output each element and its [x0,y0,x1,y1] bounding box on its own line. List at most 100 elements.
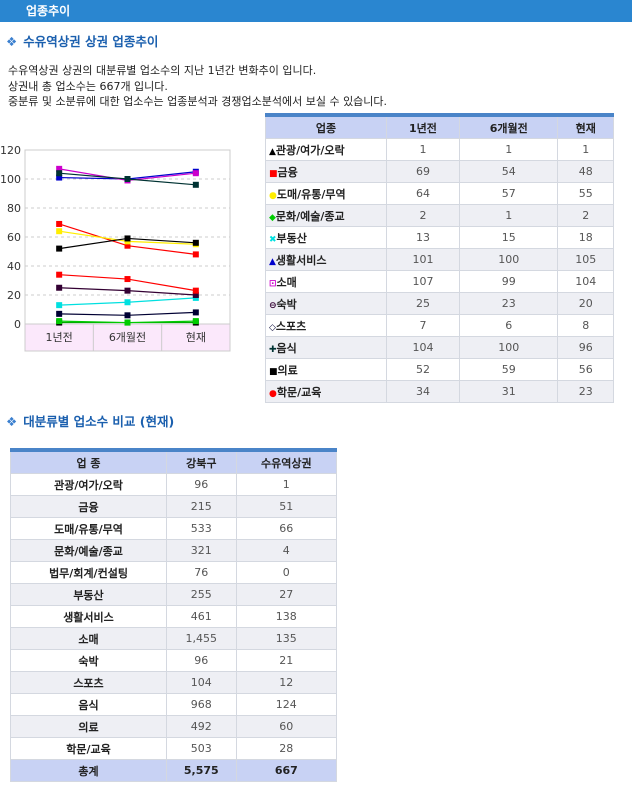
legend-marker-icon: ⊖ [269,300,277,311]
table-row: 도매/유통/무역 533 66 [10,517,338,540]
legend-marker-icon: ● [269,388,277,399]
desc-line: 수유역상권 상권의 대분류별 업소수의 지난 1년간 변화추이 입니다. [8,64,317,77]
category-cell: ✚음식 [265,336,387,359]
desc-line: 상권내 총 업소수는 667개 입니다. [8,79,168,93]
table-row: ⊡소매 107 99 104 [265,270,614,293]
value-cell: 6 [458,314,559,337]
data-point [124,287,131,294]
value-cell: 52 [386,358,460,381]
compare-table: 업 종 강북구 수유역상권 관광/여가/오락 96 1 금융 215 51 도매/유통/무역 533… [10,448,338,782]
legend-marker-icon: ✖ [269,234,277,245]
category-cell: 생활서비스 [10,605,167,628]
x-axis-band [24,323,231,352]
table-row: 문화/예술/종교 321 4 [10,539,338,562]
value-cell: 104 [166,671,237,694]
value-cell: 96 [166,473,237,496]
table-row: 금융 215 51 [10,495,338,518]
value-cell: 7 [386,314,460,337]
data-point [192,170,199,177]
value-cell: 57 [458,182,559,205]
value-cell: 321 [166,539,237,562]
data-point [192,318,199,325]
total-cell: 667 [235,759,338,782]
data-point [56,165,63,172]
legend-marker-icon: ■ [269,366,278,377]
category-cell: 금융 [10,495,167,518]
value-cell: 54 [458,160,559,183]
value-cell: 107 [386,270,460,293]
value-cell: 51 [235,495,338,518]
category-cell: 문화/예술/종교 [10,539,167,562]
value-cell: 255 [166,583,237,606]
value-cell: 138 [235,605,338,628]
y-tick-label: 0 [14,318,21,331]
value-cell: 60 [235,715,338,738]
table-row: 법무/회계/컨설팅 76 0 [10,561,338,584]
value-cell: 1 [458,204,559,227]
category-cell: 부동산 [10,583,167,606]
table-row: ■금융 69 54 48 [265,160,614,183]
table-row: 부동산 255 27 [10,583,338,606]
value-cell: 96 [166,649,237,672]
table-row: 관광/여가/오락 96 1 [10,473,338,496]
value-cell: 59 [458,358,559,381]
y-tick-label: 60 [7,231,21,244]
data-point [124,242,131,249]
value-cell: 104 [557,270,614,293]
category-cell: 도매/유통/무역 [10,517,167,540]
value-cell: 25 [386,292,460,315]
value-cell: 101 [386,248,460,271]
value-cell: 1 [458,138,559,161]
data-point [192,309,199,316]
section-title-compare: ❖ 대분류별 업소수 비교 (현재) [6,414,175,429]
value-cell: 12 [235,671,338,694]
value-cell: 533 [166,517,237,540]
value-cell: 69 [386,160,460,183]
value-cell: 100 [458,248,559,271]
diamond-icon: ❖ [6,414,18,429]
category-cell: 스포츠 [10,671,167,694]
data-point [192,251,199,258]
x-tick-label: 6개월전 [109,331,146,344]
value-cell: 215 [166,495,237,518]
data-point [124,299,131,306]
value-cell: 48 [557,160,614,183]
header-row: 업종 1년전 6개월전 현재 [265,114,614,139]
trend-chart: 0 20 40 60 80 100 120 1년전 6개월전 현재 [0,144,231,352]
diamond-icon: ❖ [6,34,18,49]
category-cell: ▲생활서비스 [265,248,387,271]
legend-marker-icon: ✚ [269,344,277,355]
value-cell: 124 [235,693,338,716]
column-header: 6개월전 [458,114,559,139]
data-point [56,284,63,291]
legend-marker-icon: ▲ [269,256,276,267]
table-row: ✚음식 104 100 96 [265,336,614,359]
value-cell: 23 [557,380,614,403]
value-cell: 2 [386,204,460,227]
x-tick-label: 현재 [186,331,206,344]
y-tick-label: 80 [7,202,21,215]
data-point [124,312,131,319]
data-point [192,292,199,298]
table-row: ▲생활서비스 101 100 105 [265,248,614,271]
y-tick-label: 20 [7,289,21,302]
value-cell: 56 [557,358,614,381]
value-cell: 461 [166,605,237,628]
total-row: 총계 5,575 667 [10,759,338,782]
data-point [56,174,63,181]
data-point [56,220,63,227]
value-cell: 135 [235,627,338,650]
category-cell: 법무/회계/컨설팅 [10,561,167,584]
value-cell: 13 [386,226,460,249]
column-header: 1년전 [386,114,460,139]
value-cell: 1 [557,138,614,161]
table-row: 생활서비스 461 138 [10,605,338,628]
category-cell: ●학문/교육 [265,380,387,403]
value-cell: 1 [386,138,460,161]
data-point [56,318,63,325]
legend-marker-icon: ▲ [269,146,276,157]
y-tick-label: 100 [0,173,21,186]
value-cell: 100 [458,336,559,359]
category-cell: ■의료 [265,358,387,381]
legend-marker-icon: ◆ [269,212,276,223]
